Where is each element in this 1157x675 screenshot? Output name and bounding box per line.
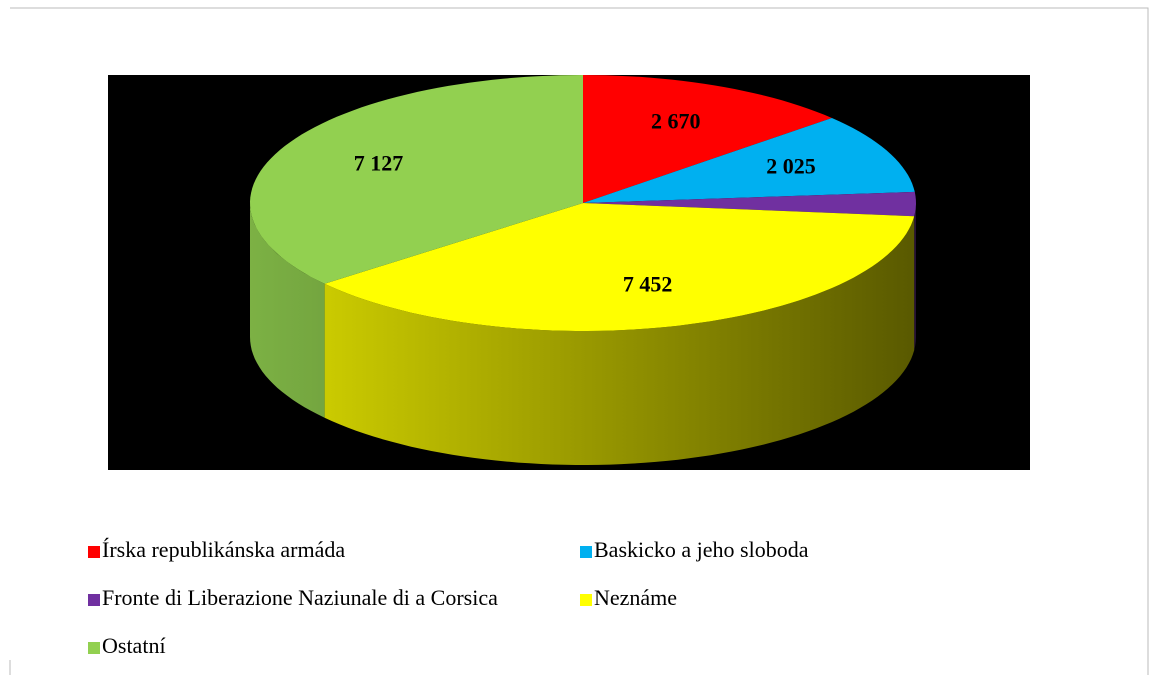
legend-label: Baskicko a jeho sloboda: [594, 537, 809, 562]
legend-swatch: [88, 642, 100, 654]
slice-side: [324, 216, 915, 465]
slice: [583, 75, 832, 203]
legend-swatch: [580, 594, 592, 606]
data-label: 2 670: [651, 109, 701, 134]
chart-frame: [9, 7, 1149, 675]
data-label: 2 025: [766, 154, 816, 179]
data-label: 7 452: [623, 271, 673, 296]
legend-swatch: [580, 546, 592, 558]
data-label: 7 127: [354, 151, 404, 176]
legend-label: Írska republikánska armáda: [102, 537, 345, 562]
slice: [324, 203, 915, 331]
slice: [250, 75, 583, 284]
legend-swatch: [88, 594, 100, 606]
legend-label: Ostatní: [102, 633, 166, 658]
legend-swatch: [88, 546, 100, 558]
legend-label: Fronte di Liberazione Naziunale di a Cor…: [102, 585, 498, 610]
legend-label: Neznáme: [594, 585, 677, 610]
slice-side: [250, 203, 325, 418]
slice-side: [914, 203, 916, 351]
slice: [583, 118, 915, 203]
slice: [583, 191, 916, 217]
